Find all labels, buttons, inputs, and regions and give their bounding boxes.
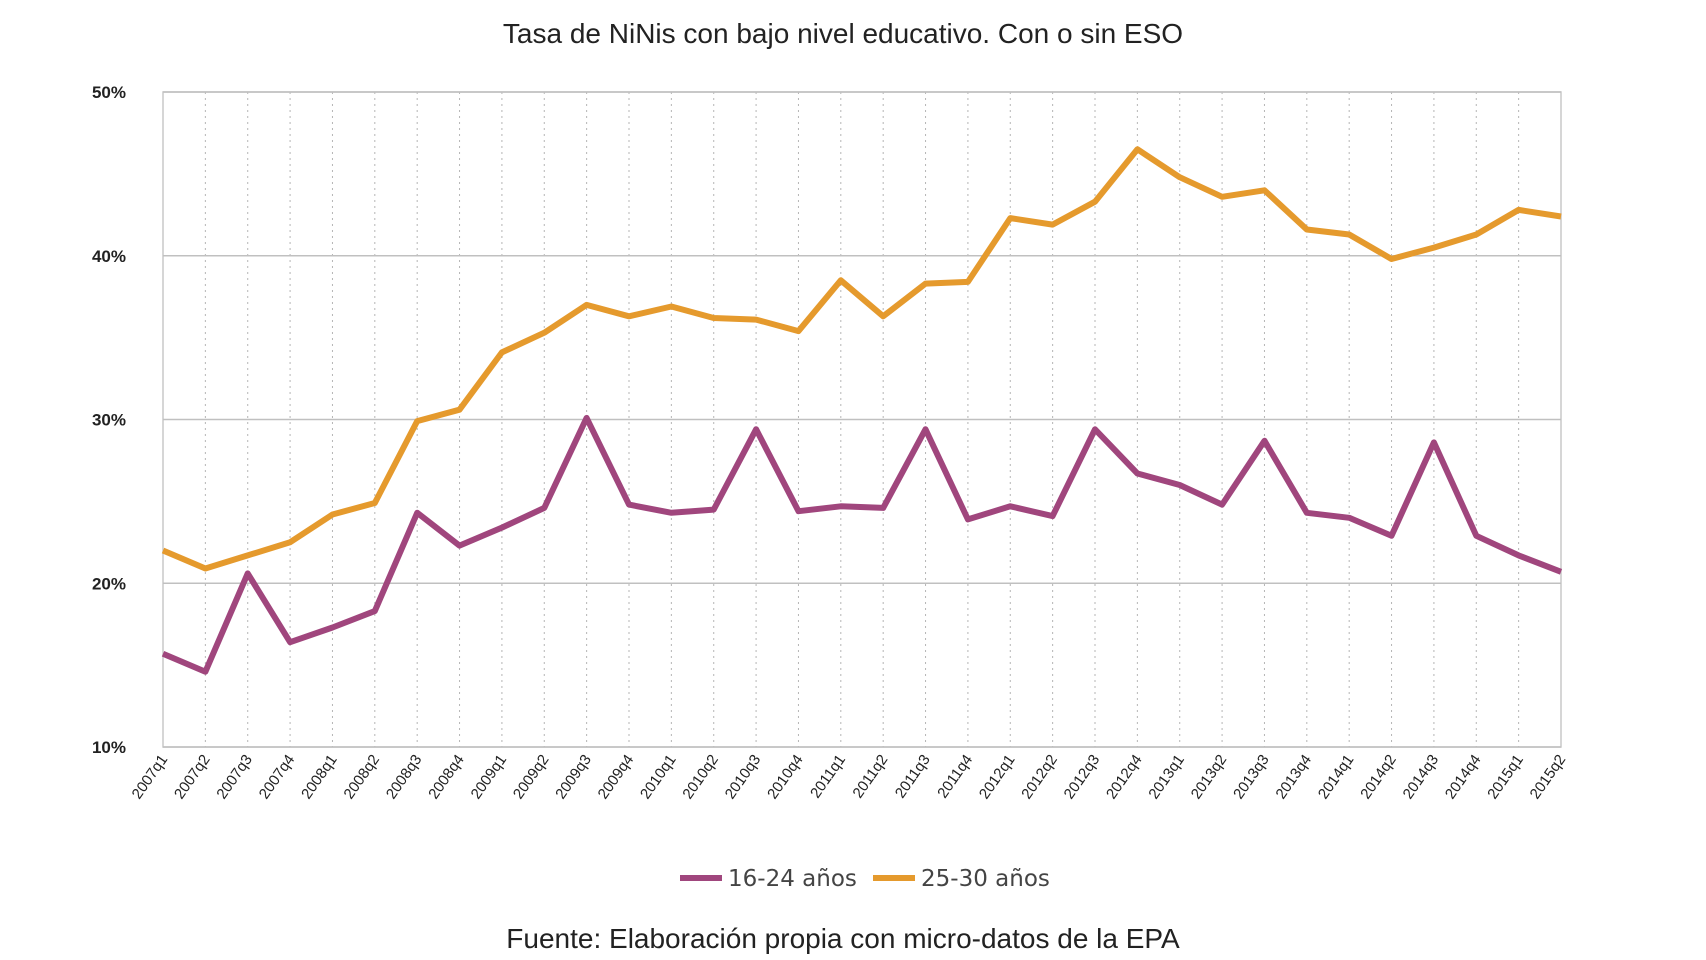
series-lines [161, 146, 1563, 675]
x-tick-label: 2009q2 [510, 752, 553, 803]
x-tick-label: 2013q1 [1145, 752, 1188, 803]
x-tick-label: 2009q3 [552, 752, 595, 803]
x-tick-label: 2010q4 [764, 752, 807, 803]
legend-label: 16-24 años [728, 866, 857, 892]
y-axis: 10% 20% 30% 40% 50% [92, 83, 126, 757]
x-tick-label: 2012q3 [1061, 752, 1104, 803]
series-line [161, 414, 1563, 675]
y-tick-label: 30% [92, 411, 126, 430]
legend-label: 25-30 años [921, 866, 1050, 892]
x-tick-label: 2011q3 [892, 752, 934, 802]
x-tick-label: 2008q1 [298, 752, 341, 803]
x-tick-label: 2009q1 [468, 752, 511, 803]
x-tick-label: 2014q1 [1315, 752, 1358, 803]
y-tick-label: 20% [92, 574, 126, 593]
x-tick-label: 2009q4 [595, 752, 638, 803]
x-tick-label: 2013q4 [1272, 752, 1315, 803]
x-tick-label: 2010q1 [637, 752, 680, 803]
x-tick-label: 2010q3 [722, 752, 765, 803]
legend: 16-24 años 25-30 años [680, 866, 1050, 892]
x-tick-label: 2007q2 [171, 752, 214, 803]
x-tick-label: 2014q4 [1442, 752, 1485, 803]
x-tick-label: 2007q4 [256, 752, 299, 803]
x-tick-label: 2015q1 [1484, 752, 1527, 803]
x-tick-label: 2013q2 [1188, 752, 1231, 803]
x-tick-label: 2011q4 [934, 752, 976, 802]
x-axis: 2007q1 2007q2 2007q3 2007q4 2008q1 2008q2 2008… [129, 752, 1570, 803]
x-tick-label: 2012q1 [976, 752, 1019, 803]
chart-source: Fuente: Elaboración propia con micro-dat… [506, 923, 1180, 954]
x-tick-label: 2015q2 [1527, 752, 1570, 803]
x-tick-label: 2008q4 [425, 752, 468, 803]
x-tick-label: 2014q3 [1400, 752, 1443, 803]
y-tick-label: 50% [92, 83, 126, 102]
x-tick-label: 2012q2 [1018, 752, 1061, 803]
x-tick-label: 2010q2 [679, 752, 722, 803]
x-tick-label: 2011q2 [849, 752, 891, 802]
horizontal-gridlines [163, 91, 1561, 748]
x-tick-label: 2008q2 [340, 752, 383, 803]
y-tick-label: 10% [92, 738, 126, 757]
x-tick-label: 2007q3 [213, 752, 256, 803]
x-tick-label: 2013q3 [1230, 752, 1273, 803]
y-tick-label: 40% [92, 247, 126, 266]
x-tick-label: 2012q4 [1103, 752, 1146, 803]
x-tick-label: 2008q3 [383, 752, 426, 803]
x-tick-label: 2014q2 [1357, 752, 1400, 803]
x-tick-label: 2007q1 [129, 752, 172, 803]
chart-title: Tasa de NiNis con bajo nivel educativo. … [503, 18, 1183, 49]
x-tick-label: 2011q1 [807, 752, 849, 802]
series-line [161, 146, 1562, 572]
